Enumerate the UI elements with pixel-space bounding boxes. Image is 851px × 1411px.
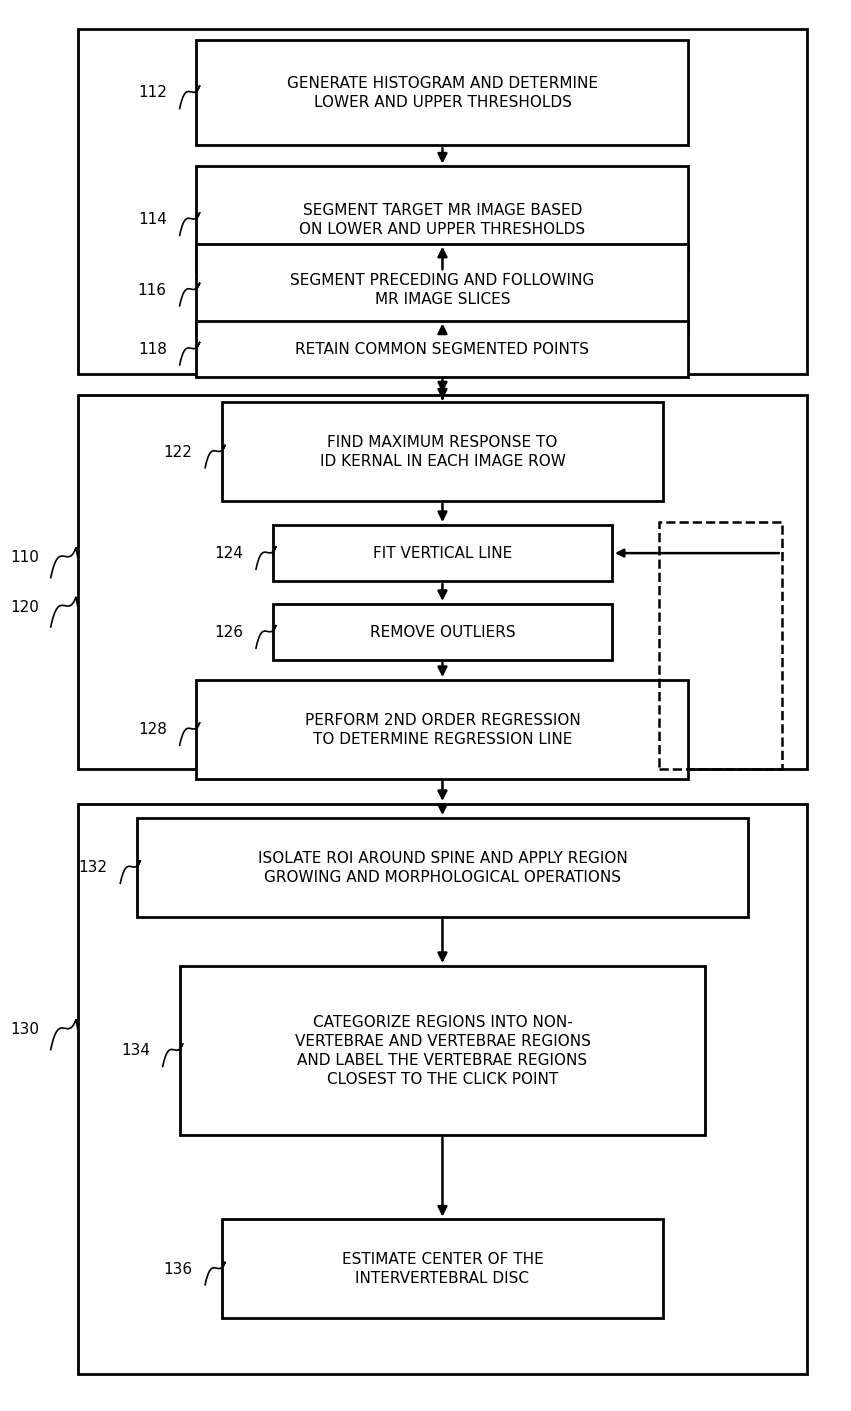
Text: ISOLATE ROI AROUND SPINE AND APPLY REGION
GROWING AND MORPHOLOGICAL OPERATIONS: ISOLATE ROI AROUND SPINE AND APPLY REGIO… <box>258 851 627 885</box>
FancyBboxPatch shape <box>197 322 688 377</box>
FancyBboxPatch shape <box>197 244 688 336</box>
FancyBboxPatch shape <box>273 604 612 660</box>
Text: SEGMENT PRECEDING AND FOLLOWING
MR IMAGE SLICES: SEGMENT PRECEDING AND FOLLOWING MR IMAGE… <box>290 272 595 308</box>
Text: 114: 114 <box>138 212 167 227</box>
Text: 136: 136 <box>163 1261 192 1277</box>
Bar <box>659 522 782 769</box>
Text: 124: 124 <box>214 546 243 562</box>
Text: FIND MAXIMUM RESPONSE TO
ID KERNAL IN EACH IMAGE ROW: FIND MAXIMUM RESPONSE TO ID KERNAL IN EA… <box>319 435 565 468</box>
Text: GENERATE HISTOGRAM AND DETERMINE
LOWER AND UPPER THRESHOLDS: GENERATE HISTOGRAM AND DETERMINE LOWER A… <box>287 76 598 110</box>
FancyBboxPatch shape <box>180 967 705 1134</box>
Bar <box>77 30 808 374</box>
Text: 134: 134 <box>121 1043 150 1058</box>
Text: ESTIMATE CENTER OF THE
INTERVERTEBRAL DISC: ESTIMATE CENTER OF THE INTERVERTEBRAL DI… <box>341 1252 543 1285</box>
FancyBboxPatch shape <box>222 1219 663 1318</box>
FancyBboxPatch shape <box>197 40 688 145</box>
Text: RETAIN COMMON SEGMENTED POINTS: RETAIN COMMON SEGMENTED POINTS <box>295 341 590 357</box>
Text: 118: 118 <box>138 341 167 357</box>
FancyBboxPatch shape <box>197 166 688 272</box>
Text: CATEGORIZE REGIONS INTO NON-
VERTEBRAE AND VERTEBRAE REGIONS
AND LABEL THE VERTE: CATEGORIZE REGIONS INTO NON- VERTEBRAE A… <box>294 1015 591 1086</box>
Text: 112: 112 <box>138 86 167 100</box>
Text: 126: 126 <box>214 625 243 639</box>
Text: 128: 128 <box>138 722 167 737</box>
Text: 132: 132 <box>78 859 107 875</box>
Text: 110: 110 <box>11 550 39 566</box>
FancyBboxPatch shape <box>273 525 612 581</box>
Bar <box>77 395 808 769</box>
Text: 120: 120 <box>11 600 39 614</box>
Text: PERFORM 2ND ORDER REGRESSION
TO DETERMINE REGRESSION LINE: PERFORM 2ND ORDER REGRESSION TO DETERMIN… <box>305 713 580 746</box>
Bar <box>77 804 808 1374</box>
Text: 130: 130 <box>10 1022 39 1037</box>
Text: 116: 116 <box>138 282 167 298</box>
FancyBboxPatch shape <box>137 818 748 917</box>
Text: REMOVE OUTLIERS: REMOVE OUTLIERS <box>369 625 515 639</box>
FancyBboxPatch shape <box>222 402 663 501</box>
Text: SEGMENT TARGET MR IMAGE BASED
ON LOWER AND UPPER THRESHOLDS: SEGMENT TARGET MR IMAGE BASED ON LOWER A… <box>300 203 585 237</box>
Text: FIT VERTICAL LINE: FIT VERTICAL LINE <box>373 546 512 562</box>
Text: 122: 122 <box>163 444 192 460</box>
FancyBboxPatch shape <box>197 680 688 779</box>
